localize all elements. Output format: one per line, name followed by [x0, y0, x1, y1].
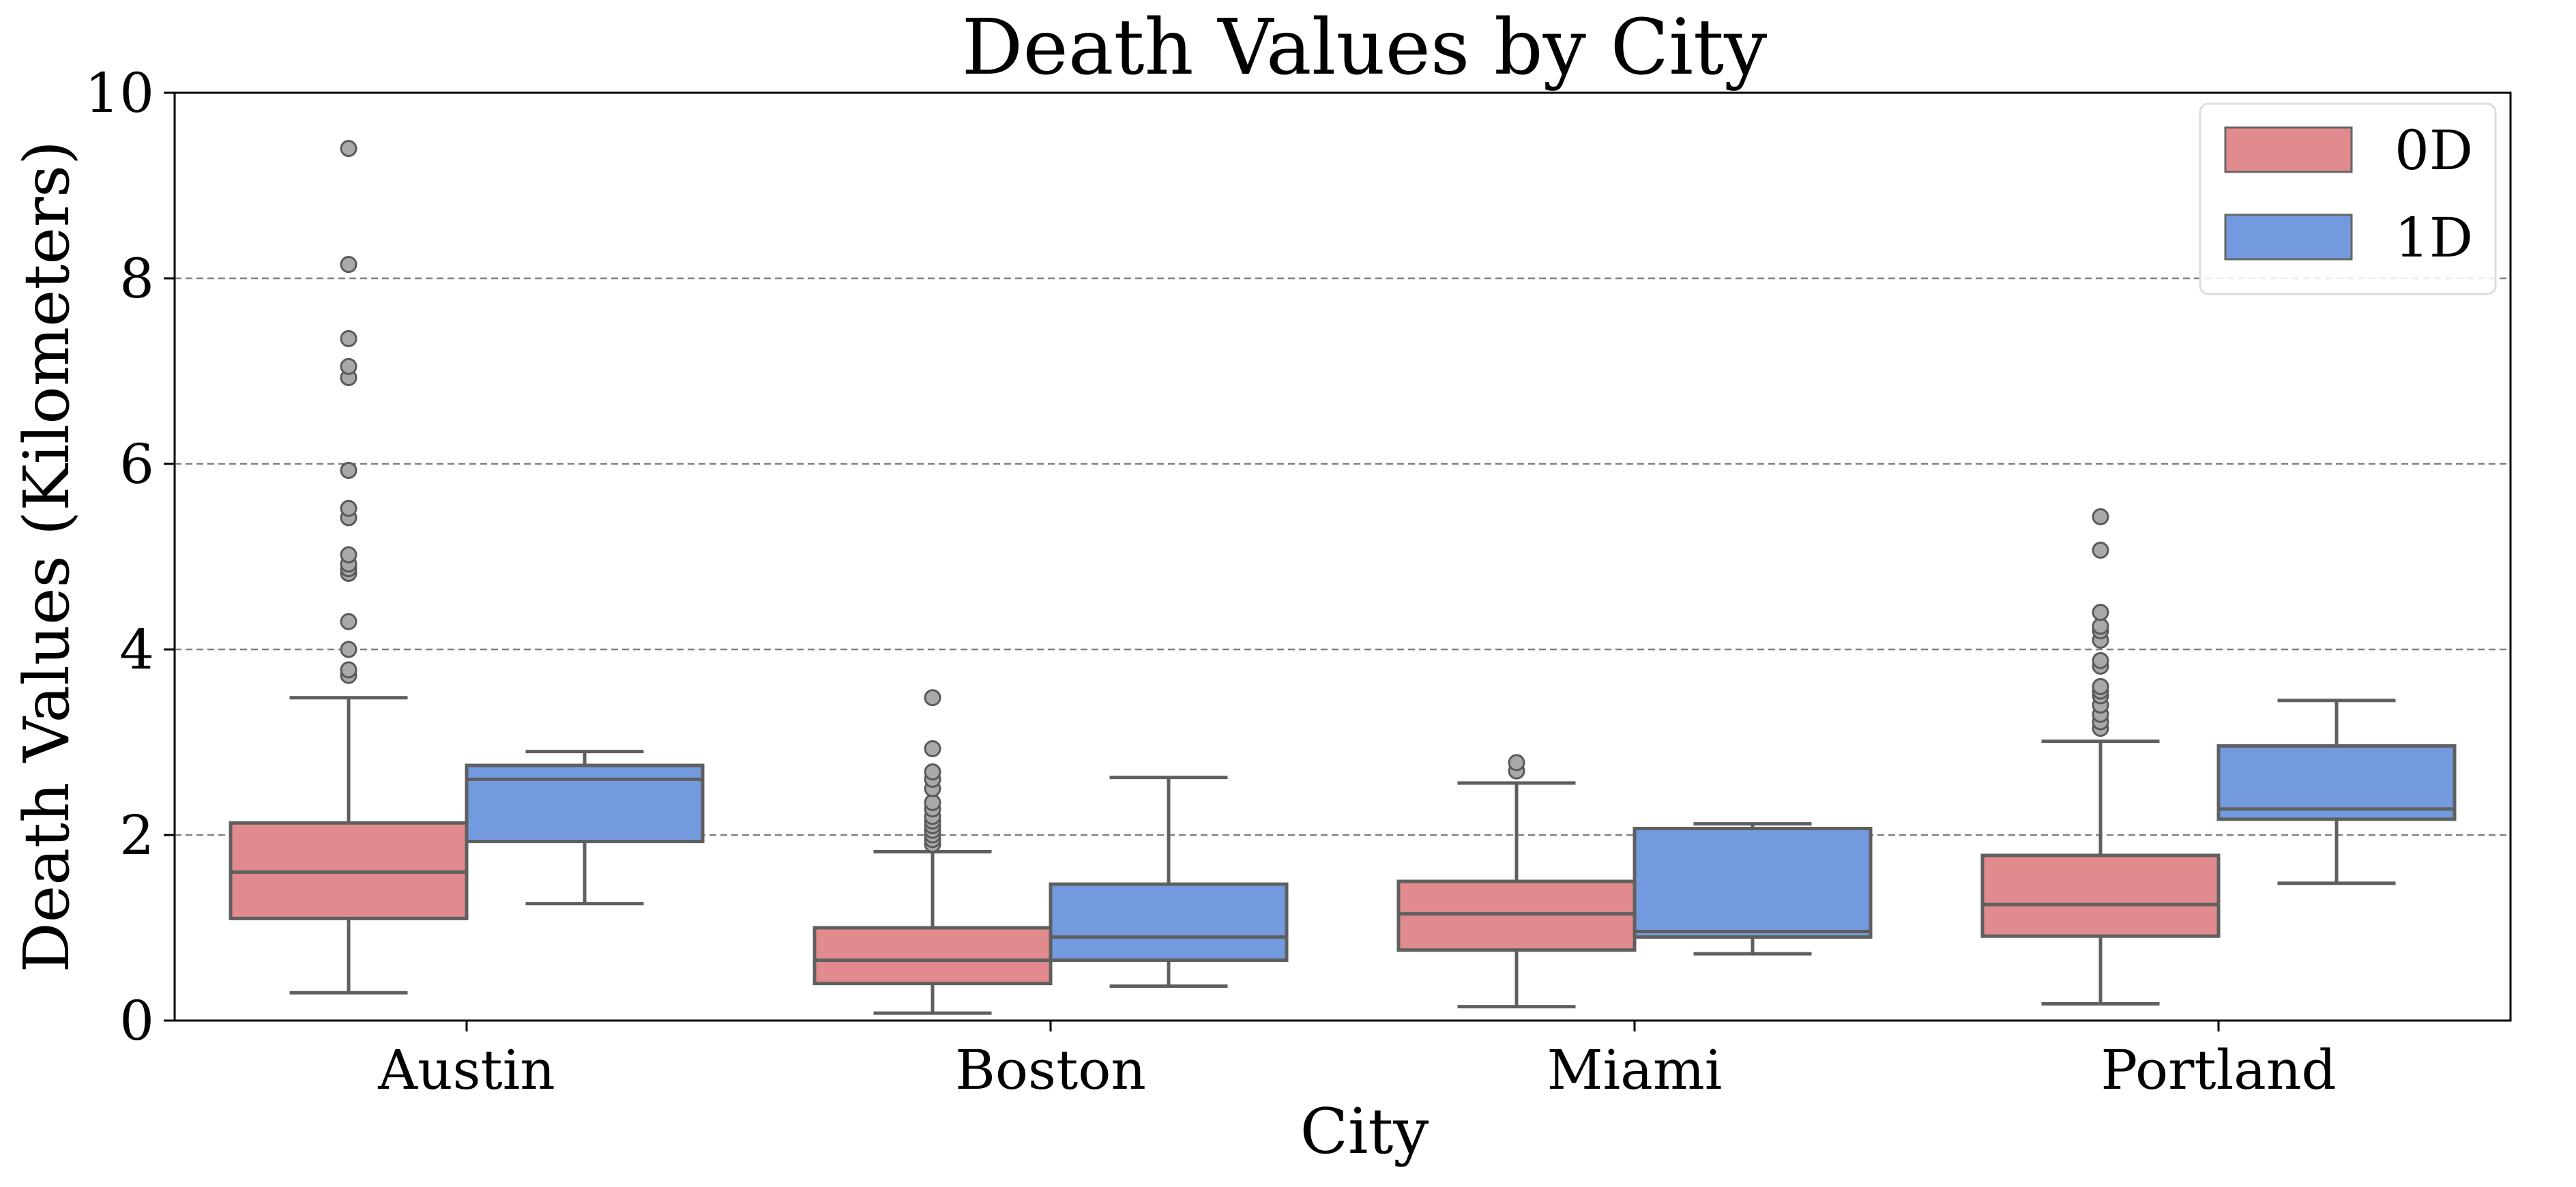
box-body-austin-1d [465, 763, 705, 844]
box-miami-0d [1396, 754, 1637, 1009]
outlier-austin-0d-15 [340, 140, 357, 158]
box-body-portland-1d [2216, 744, 2457, 821]
legend-label-1d: 1D [2395, 206, 2473, 269]
outlier-boston-0d-13 [924, 689, 941, 707]
outlier-austin-0d-12 [340, 357, 357, 375]
outlier-portland-0d-6 [2092, 677, 2109, 695]
legend-swatch-0d [2224, 126, 2353, 173]
x-tick-label-boston: Boston [955, 1038, 1146, 1102]
outlier-miami-0d-1 [1508, 754, 1525, 772]
box-boston-0d [813, 689, 1053, 1015]
box-body-miami-1d [1633, 826, 1873, 939]
outlier-austin-0d-2 [340, 641, 357, 658]
y-axis-ticks: 0 2 4 6 8 10 [85, 61, 175, 1053]
outlier-austin-0d-3 [340, 613, 357, 630]
y-tick-label-6: 6 [119, 433, 154, 496]
y-tick-label-4: 4 [119, 618, 154, 682]
x-tick-label-portland: Portland [2101, 1038, 2336, 1102]
y-tick-label-2: 2 [119, 804, 154, 867]
box-austin-0d [229, 140, 469, 995]
box-portland-0d [1980, 508, 2221, 1006]
outlier-boston-0d-12 [924, 740, 941, 758]
outlier-portland-0d-12 [2092, 604, 2109, 621]
box-body-miami-0d [1396, 879, 1637, 952]
box-miami-1d [1633, 822, 1873, 956]
x-tick-label-austin: Austin [377, 1038, 555, 1102]
outlier-austin-0d-1 [340, 661, 357, 679]
plot-frame [173, 91, 2512, 1022]
box-portland-1d [2216, 699, 2457, 885]
outlier-austin-0d-7 [340, 546, 357, 563]
outlier-austin-0d-9 [340, 499, 357, 517]
outlier-austin-0d-13 [340, 329, 357, 347]
legend-swatch-1d [2224, 214, 2353, 261]
outlier-portland-0d-8 [2092, 651, 2109, 669]
x-axis-label: City [1300, 1095, 1429, 1168]
outlier-portland-0d-14 [2092, 508, 2109, 526]
box-austin-1d [465, 750, 705, 906]
y-tick-label-10: 10 [85, 61, 154, 125]
box-groups [229, 140, 2457, 1015]
y-tick-label-8: 8 [119, 247, 154, 310]
outlier-austin-0d-14 [340, 256, 357, 274]
outlier-austin-0d-10 [340, 462, 357, 480]
box-body-boston-1d [1049, 882, 1289, 963]
box-body-boston-0d [813, 926, 1053, 986]
chart-title: Death Values by City [962, 3, 1768, 92]
x-tick-label-miami: Miami [1547, 1038, 1723, 1102]
box-body-portland-0d [1980, 853, 2221, 938]
box-boston-1d [1049, 776, 1289, 988]
y-axis-label: Death Values (Kilometers) [10, 141, 83, 973]
y-tick-label-0: 0 [119, 989, 154, 1053]
outlier-boston-0d-8 [924, 793, 941, 811]
outlier-boston-0d-11 [924, 763, 941, 781]
legend: 0D 1D [2199, 102, 2497, 295]
x-axis-ticks: Austin Boston Miami Portland [377, 1021, 2337, 1102]
y-gridlines [175, 277, 2511, 836]
outlier-portland-0d-13 [2092, 541, 2109, 559]
legend-label-0d: 0D [2395, 119, 2473, 182]
outlier-portland-0d-11 [2092, 617, 2109, 635]
